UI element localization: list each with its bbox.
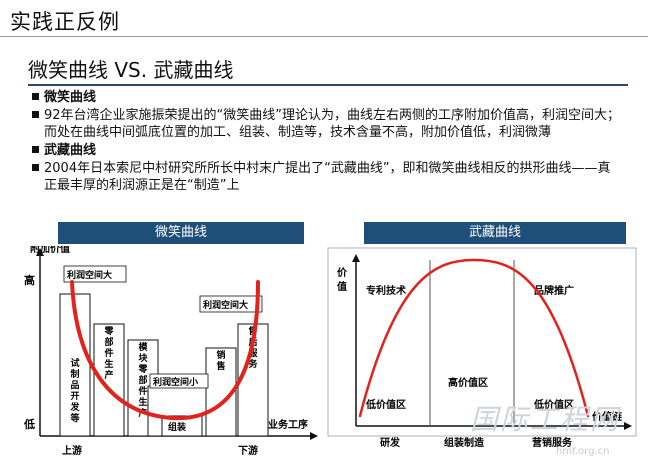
- bullet-text: 2004年日本索尼中村研究所所长中村末广提出了“武藏曲线”，即和微笑曲线相反的拱…: [44, 161, 611, 193]
- bar-assembly: [161, 415, 203, 437]
- smile-curve-diagram: 附加价值 高 低 业务工序 上游 下游 利润空间大 利润空间小 利润空间大 试制…: [23, 246, 318, 457]
- x-axis-label: 业务工序: [268, 418, 308, 431]
- downstream-label: 下游: [238, 444, 258, 457]
- smile-curve-header: 微笑曲线: [58, 222, 304, 244]
- musashi-curve-diagram: 价值 价值链 专利技术 高价值区 品牌推广 低价值区 低价值区 研发 组装制造 …: [327, 247, 637, 449]
- x-axis-arrow-icon: [310, 432, 318, 440]
- bullet-list: 微笑曲线 92年台湾企业家施振荣提出的“微笑曲线”理论认为，曲线左右两侧的工序附…: [30, 89, 620, 195]
- y-axis-arrow-icon: [352, 254, 360, 262]
- stage-marketing: 营销服务: [532, 436, 573, 449]
- square-bullet-icon: [32, 111, 39, 118]
- bar-label: 模块零部件生产: [137, 341, 148, 419]
- callout-box-small: [149, 373, 209, 389]
- assembly-label: 组装: [168, 421, 187, 433]
- page-title: 实践正反例: [10, 10, 120, 34]
- musashi-curve: [358, 258, 590, 418]
- bullet-item: 92年台湾企业家施振荣提出的“微笑曲线”理论认为，曲线左右两侧的工序附加价值高，…: [30, 107, 620, 141]
- zone-low-value-left: 低价值区: [365, 398, 406, 411]
- zone-high-value: 高价值区: [448, 376, 488, 389]
- upstream-label: 上游: [62, 444, 82, 457]
- bar-label: 试制品开发等: [69, 357, 80, 424]
- watermark-logo: 国际工程网: [470, 403, 621, 436]
- callout-profit-large-left: 利润空间大: [66, 269, 112, 281]
- bullet-item: 2004年日本索尼中村研究所所长中村末广提出了“武藏曲线”，即和微笑曲线相反的拱…: [30, 160, 620, 194]
- square-bullet-icon: [32, 146, 39, 153]
- musashi-y-axis-text: 价值: [337, 267, 348, 293]
- y-axis-label: 附加价值: [30, 246, 70, 255]
- callout-profit-small: 利润空间小: [152, 376, 198, 388]
- square-bullet-icon: [32, 93, 39, 100]
- high-label: 高: [24, 273, 35, 287]
- bullet-text: 92年台湾企业家施振荣提出的“微笑曲线”理论认为，曲线左右两侧的工序附加价值高，…: [44, 108, 621, 140]
- x-axis-label: 价值链: [592, 410, 623, 423]
- title-divider: [0, 36, 648, 37]
- stage-manufacturing: 组装制造: [444, 436, 485, 449]
- stage-rnd: 研发: [380, 436, 401, 449]
- bullet-text: 微笑曲线: [44, 90, 97, 105]
- callout-box-left: [63, 265, 127, 283]
- slide-heading: 微笑曲线 VS. 武藏曲线: [28, 58, 234, 82]
- bar-label: 销售: [215, 349, 225, 372]
- musashi-y-axis-label: 价值: [337, 267, 348, 293]
- y-axis-arrow-icon: [36, 248, 44, 256]
- bar-label: 零部件生产: [103, 326, 114, 381]
- bullet-text: 武藏曲线: [44, 143, 97, 158]
- zone-patent: 专利技术: [366, 284, 406, 297]
- musashi-curve-header: 武藏曲线: [364, 222, 626, 244]
- zone-low-value-right: 低价值区: [533, 398, 574, 411]
- callout-box-right: [199, 295, 263, 313]
- square-bullet-icon: [32, 164, 39, 171]
- x-axis-arrow-icon: [624, 422, 632, 430]
- low-label: 低: [23, 417, 35, 431]
- smile-curve: [70, 280, 260, 421]
- callout-profit-large-right: 利润空间大: [202, 299, 248, 311]
- bullet-item: 微笑曲线: [30, 89, 620, 106]
- watermark-url: hmf.org.cn: [556, 446, 610, 457]
- bullet-item: 武藏曲线: [30, 142, 620, 159]
- zone-brand: 品牌推广: [534, 284, 574, 297]
- heading-divider: [28, 84, 628, 86]
